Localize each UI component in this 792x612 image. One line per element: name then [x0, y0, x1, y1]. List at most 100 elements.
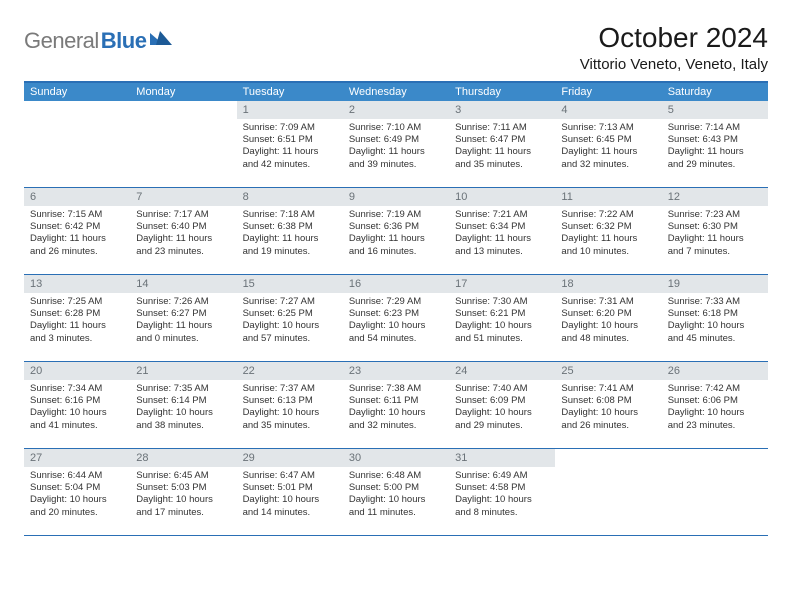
day-number: 1: [237, 101, 343, 119]
sunrise-text: Sunrise: 6:48 AM: [349, 470, 443, 482]
calendar-grid: Sunday Monday Tuesday Wednesday Thursday…: [24, 81, 768, 536]
day-number: 29: [237, 449, 343, 467]
calendar-day-cell: 1Sunrise: 7:09 AMSunset: 6:51 PMDaylight…: [237, 101, 343, 187]
day-number: 22: [237, 362, 343, 380]
weekday-header: Wednesday: [343, 83, 449, 101]
calendar-day-cell: 24Sunrise: 7:40 AMSunset: 6:09 PMDayligh…: [449, 362, 555, 448]
day-number: 8: [237, 188, 343, 206]
calendar-day-cell: 19 Sunrise: 7:33 AMSunset: 6:18 PMDayligh…: [662, 275, 768, 361]
sunrise-text: Sunrise: 7:09 AM: [243, 122, 337, 134]
daylight-text: Daylight: 10 hours and 38 minutes.: [136, 407, 230, 431]
daylight-text: Daylight: 11 hours and 32 minutes.: [561, 146, 655, 170]
sunrise-text: Sunrise: 7:14 AM: [668, 122, 762, 134]
daylight-text: Daylight: 11 hours and 26 minutes.: [30, 233, 124, 257]
day-number: 12: [662, 188, 768, 206]
sunset-text: Sunset: 6:27 PM: [136, 308, 230, 320]
daylight-text: Daylight: 10 hours and 45 minutes.: [668, 320, 762, 344]
logo: General Blue: [24, 28, 172, 54]
calendar-day-cell: 28Sunrise: 6:45 AMSunset: 5:03 PMDayligh…: [130, 449, 236, 535]
calendar-day-cell: 9Sunrise: 7:19 AMSunset: 6:36 PMDaylight…: [343, 188, 449, 274]
day-number: 14: [130, 275, 236, 293]
calendar-day-cell: 21Sunrise: 7:35 AMSunset: 6:14 PMDayligh…: [130, 362, 236, 448]
sunset-text: Sunset: 6:21 PM: [455, 308, 549, 320]
daylight-text: Daylight: 10 hours and 48 minutes.: [561, 320, 655, 344]
sunset-text: Sunset: 6:09 PM: [455, 395, 549, 407]
sunset-text: Sunset: 6:49 PM: [349, 134, 443, 146]
calendar-day-cell: 10Sunrise: 7:21 AMSunset: 6:34 PMDayligh…: [449, 188, 555, 274]
sunrise-text: Sunrise: 7:30 AM: [455, 296, 549, 308]
day-number: 20: [24, 362, 130, 380]
daylight-text: Daylight: 11 hours and 16 minutes.: [349, 233, 443, 257]
calendar-day-cell: 16Sunrise: 7:29 AMSunset: 6:23 PMDayligh…: [343, 275, 449, 361]
sunset-text: Sunset: 5:01 PM: [243, 482, 337, 494]
sunset-text: Sunset: 6:14 PM: [136, 395, 230, 407]
day-number: 10: [449, 188, 555, 206]
calendar-day-cell: 11Sunrise: 7:22 AMSunset: 6:32 PMDayligh…: [555, 188, 661, 274]
header: General Blue October 2024 Vittorio Venet…: [24, 22, 768, 73]
sunset-text: Sunset: 6:38 PM: [243, 221, 337, 233]
daylight-text: Daylight: 10 hours and 29 minutes.: [455, 407, 549, 431]
daylight-text: Daylight: 10 hours and 32 minutes.: [349, 407, 443, 431]
sunset-text: Sunset: 6:06 PM: [668, 395, 762, 407]
sunset-text: Sunset: 6:34 PM: [455, 221, 549, 233]
sunrise-text: Sunrise: 7:26 AM: [136, 296, 230, 308]
sunset-text: Sunset: 6:25 PM: [243, 308, 337, 320]
sunrise-text: Sunrise: 7:41 AM: [561, 383, 655, 395]
sunset-text: Sunset: 6:11 PM: [349, 395, 443, 407]
day-number: 7: [130, 188, 236, 206]
sunset-text: Sunset: 6:32 PM: [561, 221, 655, 233]
sunrise-text: Sunrise: 7:29 AM: [349, 296, 443, 308]
day-number: 15: [237, 275, 343, 293]
calendar-day-cell: 3Sunrise: 7:11 AMSunset: 6:47 PMDaylight…: [449, 101, 555, 187]
day-number: 17: [449, 275, 555, 293]
daylight-text: Daylight: 11 hours and 29 minutes.: [668, 146, 762, 170]
daylight-text: Daylight: 10 hours and 41 minutes.: [30, 407, 124, 431]
sunrise-text: Sunrise: 7:15 AM: [30, 209, 124, 221]
daylight-text: Daylight: 11 hours and 0 minutes.: [136, 320, 230, 344]
daylight-text: Daylight: 11 hours and 35 minutes.: [455, 146, 549, 170]
sunrise-text: Sunrise: 7:33 AM: [668, 296, 762, 308]
calendar-day-cell: 31Sunrise: 6:49 AMSunset: 4:58 PMDayligh…: [449, 449, 555, 535]
sunset-text: Sunset: 6:30 PM: [668, 221, 762, 233]
calendar-day-cell: [555, 449, 661, 535]
calendar-day-cell: 12Sunrise: 7:23 AMSunset: 6:30 PMDayligh…: [662, 188, 768, 274]
sunrise-text: Sunrise: 7:40 AM: [455, 383, 549, 395]
sunrise-text: Sunrise: 7:35 AM: [136, 383, 230, 395]
weekday-header: Sunday: [24, 83, 130, 101]
sunset-text: Sunset: 5:00 PM: [349, 482, 443, 494]
daylight-text: Daylight: 11 hours and 23 minutes.: [136, 233, 230, 257]
weekday-header-row: Sunday Monday Tuesday Wednesday Thursday…: [24, 83, 768, 101]
sunrise-text: Sunrise: 7:22 AM: [561, 209, 655, 221]
calendar-week-row: 1 Sunrise: 7:09 AMSunset: 6:51 PM Daylight…: [24, 101, 768, 188]
sunset-text: Sunset: 6:28 PM: [30, 308, 124, 320]
sunset-text: Sunset: 6:36 PM: [349, 221, 443, 233]
sunrise-text: Sunrise: 6:49 AM: [455, 470, 549, 482]
sunset-text: Sunset: 6:08 PM: [561, 395, 655, 407]
calendar-day-cell: 6Sunrise: 7:15 AMSunset: 6:42 PMDaylight…: [24, 188, 130, 274]
sunrise-text: Sunrise: 7:21 AM: [455, 209, 549, 221]
sunrise-text: Sunrise: 6:47 AM: [243, 470, 337, 482]
sunset-text: Sunset: 6:45 PM: [561, 134, 655, 146]
calendar-day-cell: 15Sunrise: 7:27 AMSunset: 6:25 PMDayligh…: [237, 275, 343, 361]
weekday-header: Tuesday: [237, 83, 343, 101]
weekday-header: Saturday: [662, 83, 768, 101]
daylight-text: Daylight: 10 hours and 54 minutes.: [349, 320, 443, 344]
weekday-header: Thursday: [449, 83, 555, 101]
sunrise-text: Sunrise: 7:38 AM: [349, 383, 443, 395]
calendar-day-cell: 8Sunrise: 7:18 AMSunset: 6:38 PMDaylight…: [237, 188, 343, 274]
calendar-day-cell: [662, 449, 768, 535]
sunset-text: Sunset: 6:51 PM: [243, 134, 337, 146]
sunrise-text: Sunrise: 6:44 AM: [30, 470, 124, 482]
sunset-text: Sunset: 6:18 PM: [668, 308, 762, 320]
calendar-day-cell: 14 Sunrise: 7:26 AMSunset: 6:27 PMDayligh…: [130, 275, 236, 361]
daylight-text: Daylight: 11 hours and 3 minutes.: [30, 320, 124, 344]
day-number: 19: [662, 275, 768, 293]
calendar-day-cell: [130, 101, 236, 187]
sunrise-text: Sunrise: 7:13 AM: [561, 122, 655, 134]
calendar-day-cell: 22Sunrise: 7:37 AMSunset: 6:13 PMDayligh…: [237, 362, 343, 448]
daylight-text: Daylight: 11 hours and 39 minutes.: [349, 146, 443, 170]
daylight-text: Daylight: 10 hours and 35 minutes.: [243, 407, 337, 431]
sunrise-text: Sunrise: 7:18 AM: [243, 209, 337, 221]
day-number: 30: [343, 449, 449, 467]
daylight-text: Daylight: 10 hours and 11 minutes.: [349, 494, 443, 518]
